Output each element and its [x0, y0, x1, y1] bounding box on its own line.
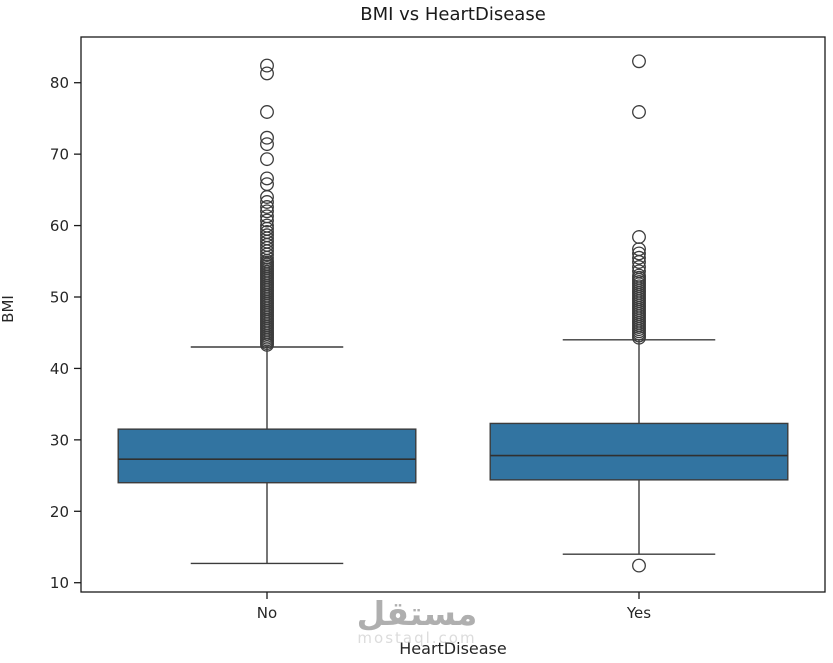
- outlier-point: [632, 558, 646, 573]
- y-tick-label: 20: [50, 503, 69, 521]
- y-tick-label: 10: [50, 574, 69, 592]
- outlier-point: [260, 200, 274, 214]
- y-tick-label: 50: [50, 289, 69, 307]
- outlier-point: [632, 260, 646, 274]
- y-tick-label: 70: [50, 146, 69, 164]
- outlier-point: [632, 250, 646, 265]
- x-tick-label: No: [257, 604, 277, 622]
- outlier-point: [260, 225, 274, 239]
- box-yes: [489, 422, 789, 481]
- outlier-point: [260, 130, 274, 145]
- outlier-point: [260, 228, 274, 243]
- outlier-point: [260, 66, 274, 81]
- y-tick-label: 80: [50, 74, 69, 92]
- chart-title: BMI vs HeartDisease: [360, 4, 546, 25]
- outlier-point: [260, 105, 274, 119]
- y-tick-label: 30: [50, 431, 69, 449]
- outlier-point: [260, 137, 274, 152]
- y-tick-label: 60: [50, 217, 69, 235]
- outlier-point: [260, 195, 274, 209]
- outlier-point: [260, 171, 274, 186]
- outlier-point: [260, 177, 274, 192]
- y-axis-label: BMI: [0, 295, 17, 323]
- watermark-logo-text: مستقل: [356, 594, 478, 633]
- outlier-point: [260, 209, 274, 224]
- outlier-point: [260, 152, 274, 167]
- y-tick-label: 40: [50, 360, 69, 378]
- watermark: مستقل mostaql.com: [317, 594, 517, 647]
- outlier-point: [632, 246, 646, 261]
- watermark-url-text: mostaql.com: [357, 629, 477, 647]
- box-no: [117, 428, 417, 484]
- outlier-point: [260, 213, 274, 228]
- outlier-point: [632, 105, 646, 119]
- outlier-point: [632, 54, 646, 69]
- x-tick-label: Yes: [626, 604, 651, 622]
- outlier-point: [632, 268, 646, 283]
- outlier-point: [260, 204, 274, 219]
- outlier-point: [632, 264, 646, 279]
- axes-frame: [80, 36, 826, 593]
- outlier-point: [260, 58, 274, 73]
- outlier-point: [632, 230, 646, 244]
- x-axis-label: HeartDisease: [399, 639, 507, 658]
- outlier-point: [260, 218, 274, 233]
